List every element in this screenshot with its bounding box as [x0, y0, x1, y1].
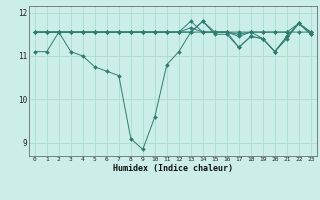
- X-axis label: Humidex (Indice chaleur): Humidex (Indice chaleur): [113, 164, 233, 173]
